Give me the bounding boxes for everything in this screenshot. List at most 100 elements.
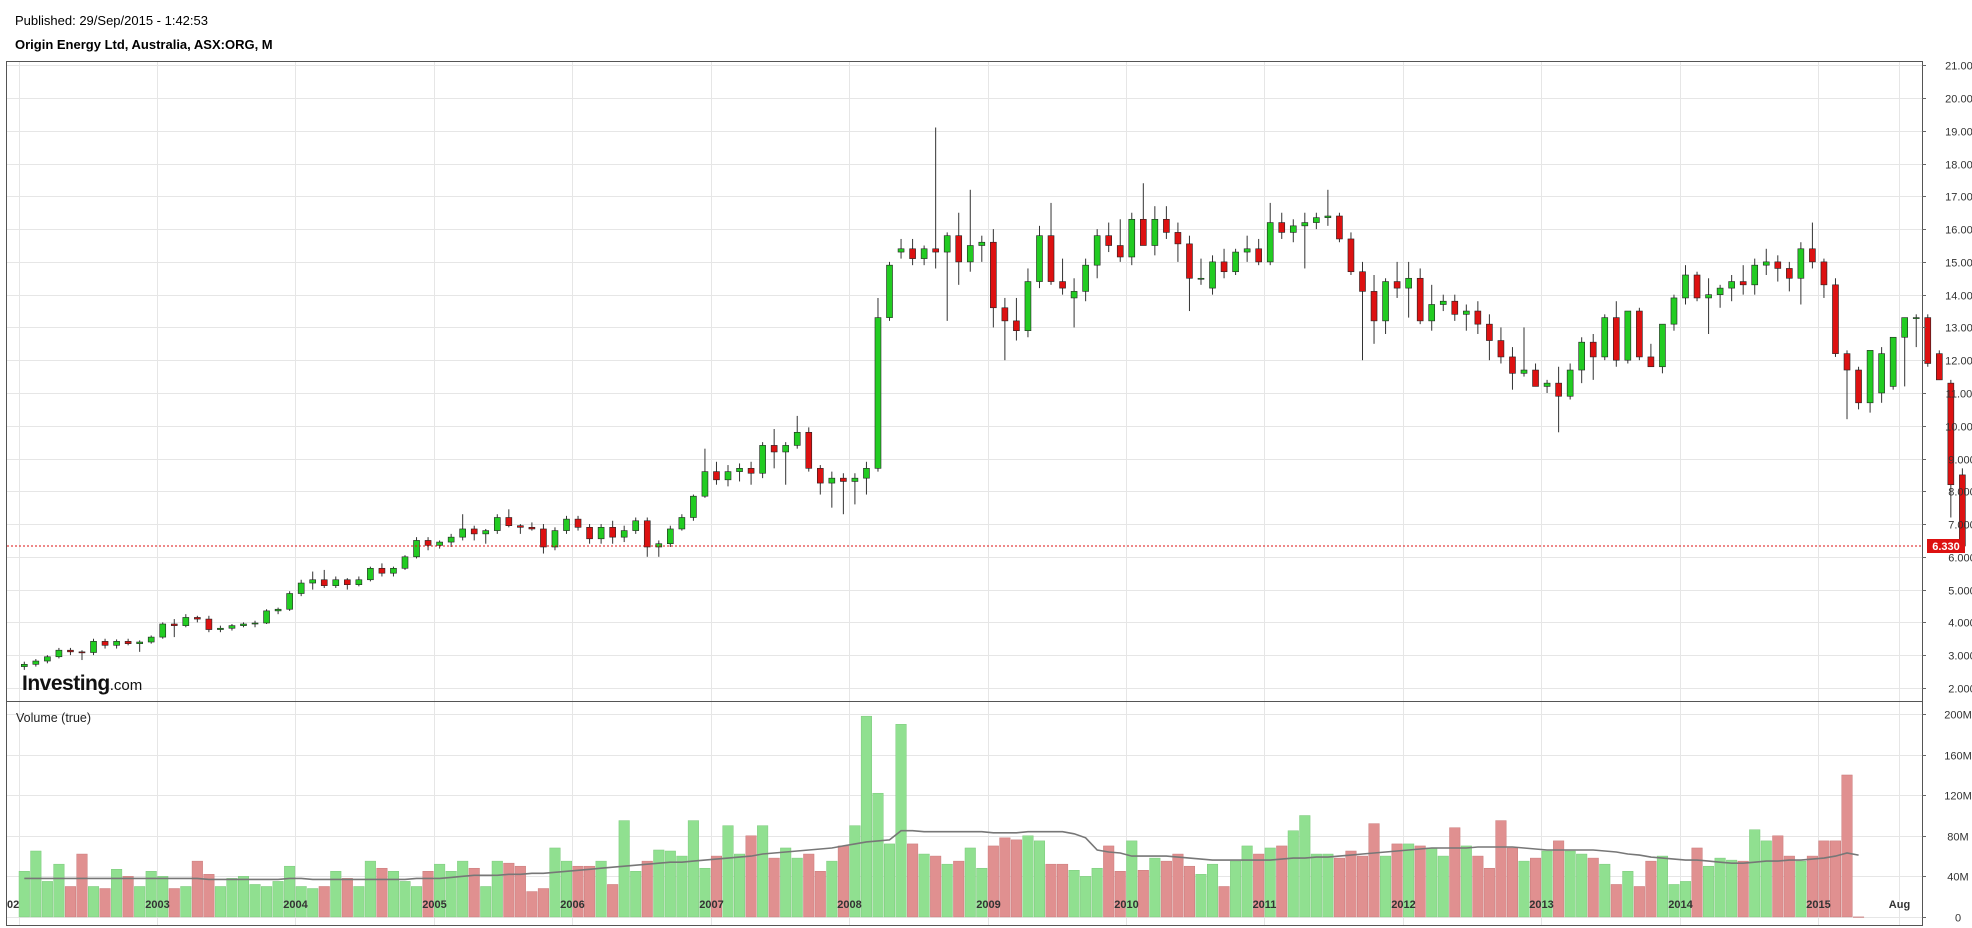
candle <box>1151 206 1159 256</box>
candle-body <box>770 445 778 453</box>
candle-body <box>390 567 397 574</box>
volume-bar <box>549 847 561 918</box>
chart-title: Origin Energy Ltd, Australia, ASX:ORG, M <box>15 37 273 52</box>
candle <box>147 635 155 644</box>
volume-tick-label: 120M <box>1944 791 1972 803</box>
candle <box>297 579 305 597</box>
candle-body <box>1889 336 1897 387</box>
candle-body <box>1347 238 1355 273</box>
candle <box>32 659 40 667</box>
price-tick-label: 3.000 <box>1948 651 1972 663</box>
volume-bar <box>1714 857 1726 918</box>
volume-bar <box>1276 845 1288 918</box>
candle-body <box>643 520 651 548</box>
candle-body <box>863 468 870 479</box>
candle-body <box>955 235 963 263</box>
candle-body <box>263 610 270 624</box>
volume-bar <box>1668 884 1680 918</box>
candle-body <box>586 527 593 540</box>
volume-bar <box>1541 850 1553 918</box>
price-tick-label: 2.000 <box>1948 684 1972 696</box>
volume-bar <box>1126 840 1138 918</box>
volume-bar <box>676 855 688 918</box>
candle <box>632 517 640 534</box>
volume-bar <box>976 867 988 918</box>
candle <box>367 566 374 582</box>
volume-bar <box>537 888 549 918</box>
volume-bar <box>1218 886 1230 918</box>
volume-bar <box>1287 830 1299 918</box>
candle <box>724 465 732 487</box>
volume-bar <box>1564 850 1576 918</box>
volume-bars <box>18 715 1865 918</box>
volume-bar <box>1518 860 1530 918</box>
volume-bar <box>1472 855 1484 918</box>
candle <box>1786 261 1793 292</box>
candle-body <box>1416 277 1424 322</box>
volume-bar <box>595 860 607 918</box>
price-tick-label: 8.000 <box>1948 487 1972 499</box>
volume-bar <box>214 886 226 918</box>
candle <box>1797 242 1805 305</box>
volume-bar <box>687 820 699 918</box>
candle <box>586 524 593 544</box>
volume-bar <box>1080 876 1092 918</box>
candle-body <box>1659 323 1666 368</box>
volume-bar <box>1426 847 1438 918</box>
volume-bar <box>722 825 734 918</box>
candle-body <box>447 536 455 543</box>
candle-body <box>355 579 363 585</box>
candle <box>263 609 270 624</box>
candle <box>528 522 536 531</box>
candle-body <box>1278 222 1286 233</box>
candle <box>1832 278 1839 357</box>
volume-bar <box>918 853 930 918</box>
candle <box>67 647 74 656</box>
candle-body <box>217 627 224 630</box>
volume-bar <box>1091 867 1103 918</box>
volume-bar <box>1726 859 1738 918</box>
candle-body <box>1220 261 1228 273</box>
candle-body <box>1289 225 1297 233</box>
candle <box>1324 189 1332 226</box>
candle-body <box>1947 382 1955 486</box>
published-timestamp: Published: 29/Sep/2015 - 1:42:53 <box>15 13 208 28</box>
candle-body <box>1566 369 1574 397</box>
candle-body <box>620 530 628 538</box>
volume-bar <box>341 878 353 918</box>
candle-body <box>1497 340 1505 358</box>
volume-bar <box>318 886 330 918</box>
time-tick-label: 02 <box>7 899 19 911</box>
volume-bar <box>284 865 296 918</box>
candle-body <box>1036 235 1043 282</box>
candle-body <box>632 520 640 531</box>
candle <box>1416 268 1424 325</box>
candle <box>701 448 709 498</box>
candle-body <box>1393 281 1401 289</box>
volume-panel-frame <box>6 701 1923 926</box>
candle <box>344 578 351 590</box>
candle-body <box>32 660 40 665</box>
volume-bar <box>1310 853 1322 918</box>
volume-bar <box>710 855 722 918</box>
price-tick-label: 21.000 <box>1945 61 1972 73</box>
candle <box>78 650 86 661</box>
candle-body <box>147 636 155 643</box>
candle-body <box>1463 310 1470 315</box>
volume-bar <box>1114 871 1126 918</box>
volume-bar <box>941 863 953 918</box>
volume-bar <box>953 860 965 918</box>
candle <box>413 537 420 559</box>
candle <box>805 427 813 472</box>
candle-body <box>78 651 86 654</box>
candle-body <box>943 235 951 253</box>
candle-body <box>1878 353 1885 394</box>
candle <box>113 639 120 649</box>
candle-body <box>1313 217 1320 223</box>
volume-bar <box>30 850 42 918</box>
candle-body <box>966 245 974 263</box>
volume-bar <box>491 860 503 918</box>
price-tick-label: 10.000 <box>1945 422 1972 434</box>
volume-bar <box>745 835 757 918</box>
